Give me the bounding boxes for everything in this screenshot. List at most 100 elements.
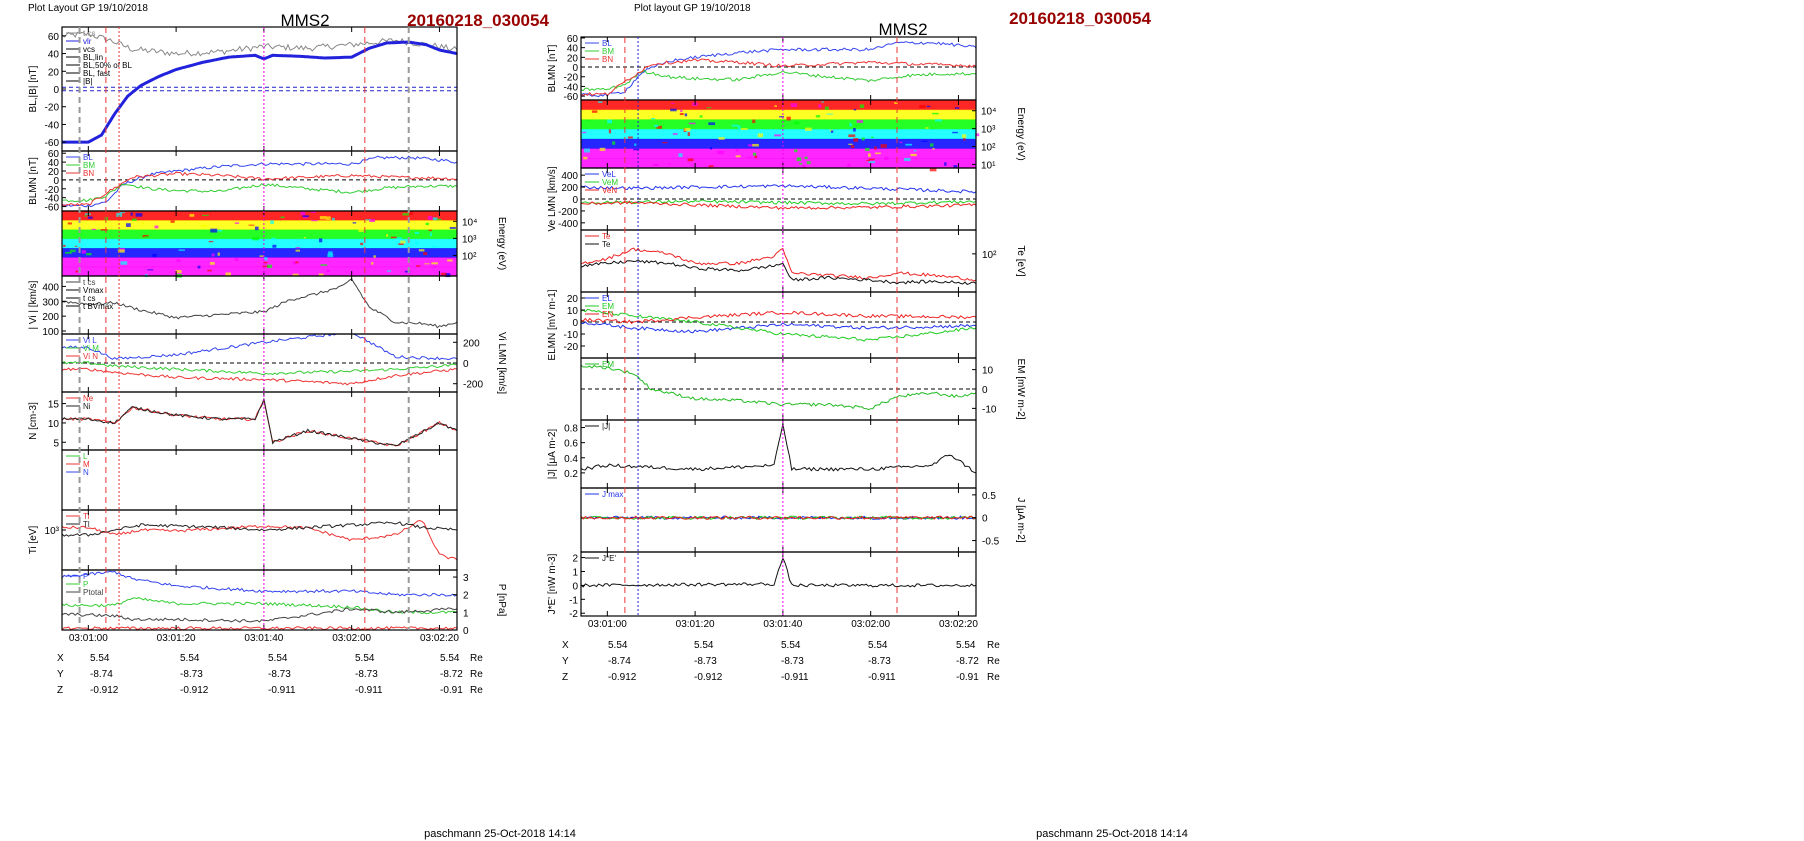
- series-line: [61, 570, 458, 597]
- panel-frame: [580, 419, 977, 489]
- y-axis-label: P [nPa]: [496, 584, 507, 617]
- y-tick-label: 10: [48, 419, 60, 430]
- ephemeris-value: -8.73: [268, 669, 291, 680]
- y-axis-label: Te [eV]: [1015, 245, 1026, 276]
- y-tick-label: 0.4: [564, 454, 578, 465]
- legend-label: BL, fast: [83, 69, 111, 78]
- spectrogram-cell: [154, 225, 159, 229]
- y-tick-label: -400: [558, 219, 578, 230]
- spectrogram-band: [62, 220, 457, 231]
- spectrogram-cell: [880, 144, 887, 148]
- spectrogram-cell: [961, 134, 967, 138]
- legend-label: Ti: [83, 512, 90, 521]
- y-tick-label: 0: [463, 626, 469, 637]
- ephemeris-value: 5.54: [355, 653, 375, 664]
- y-tick-label: 200: [561, 183, 578, 194]
- y-tick-label: 5: [53, 438, 59, 449]
- y-tick-label: -60: [45, 203, 60, 214]
- series-line: [61, 607, 458, 623]
- ephemeris-row-name: Z: [562, 672, 568, 683]
- spectrogram-cell: [794, 149, 798, 153]
- spectrogram-cell: [583, 148, 591, 153]
- series-line: [580, 321, 977, 334]
- ephemeris-value: 5.54: [781, 640, 801, 651]
- spectrogram-cell: [352, 222, 357, 224]
- spectrogram-cell: [311, 211, 316, 213]
- spectrogram-cell: [423, 252, 428, 256]
- spectrogram-cell: [91, 228, 97, 231]
- ephemeris-value: -0.911: [268, 685, 296, 696]
- spectrogram-cell: [854, 125, 859, 127]
- legend-label: EM: [602, 302, 614, 311]
- y-tick-label: 10²: [462, 251, 477, 262]
- spectrogram-cell: [774, 134, 782, 137]
- ephemeris-value: 5.54: [180, 653, 200, 664]
- y-axis-label: J [μA m-2]: [1015, 497, 1026, 542]
- spectrogram-cell: [295, 261, 299, 264]
- panel: -10 0 10 EM EM [mW m-2]: [580, 357, 1026, 421]
- spectrogram-cell: [826, 113, 833, 115]
- y-tick-label: 0: [982, 514, 988, 525]
- spectrogram-cell: [608, 129, 612, 134]
- y-tick-label: 40: [567, 44, 579, 55]
- y-axis-label: Ve LMN [km/s]: [547, 166, 558, 231]
- spectrogram-cell: [866, 160, 871, 162]
- spectrogram-cell: [67, 222, 73, 225]
- y-tick-label: -20: [45, 103, 60, 114]
- x-tick-label: 03:01:00: [588, 619, 627, 630]
- series-line: [61, 171, 458, 207]
- spectrogram-cell: [86, 252, 92, 256]
- ephemeris-unit: Re: [470, 669, 483, 680]
- y-tick-label: 0: [572, 63, 578, 74]
- spectrogram-cell: [430, 266, 437, 268]
- spectrogram-cell: [207, 269, 212, 272]
- spectrogram-cell: [432, 217, 438, 221]
- spectrogram-cell: [373, 255, 376, 258]
- spectrogram-cell: [952, 131, 958, 134]
- spectrogram-cell: [255, 226, 259, 231]
- spectrogram-cell: [216, 229, 223, 232]
- spectrogram-cell: [633, 148, 640, 151]
- ephemeris-value: -8.73: [355, 669, 378, 680]
- spectrogram-cell: [319, 216, 327, 220]
- series-line: [61, 333, 458, 361]
- ephemeris-value: 5.54: [268, 653, 288, 664]
- spectrogram-cell: [884, 156, 889, 160]
- spectrogram-band: [62, 248, 457, 258]
- spectrogram-cell: [197, 265, 201, 269]
- spectrogram-cell: [280, 216, 285, 219]
- spectrogram-cell: [894, 102, 898, 105]
- spectrogram-cell: [295, 249, 300, 252]
- spectrogram-cell: [735, 148, 739, 152]
- spectrogram-cell: [87, 216, 93, 219]
- spectrogram-cell: [868, 158, 875, 161]
- spectrogram-cell: [69, 249, 76, 253]
- panel: 200 0 -200 Vi LVi MVi N Vi LMN [km/s]: [61, 332, 507, 394]
- spectrogram-cell: [926, 105, 931, 108]
- spectrogram-cell: [740, 128, 748, 131]
- y-tick-label: 10²: [982, 250, 997, 261]
- spectrogram-cell: [955, 107, 960, 109]
- spectrogram-cell: [735, 155, 741, 158]
- spectrogram-cell: [142, 222, 145, 225]
- spectrogram-cell: [428, 229, 433, 232]
- ephemeris-unit: Re: [470, 653, 483, 664]
- spectrogram-cell: [64, 251, 72, 254]
- spectrogram-cell: [687, 132, 691, 137]
- y-axis-label: BLMN [nT]: [547, 44, 558, 92]
- spectrogram-band: [62, 229, 457, 240]
- spectrogram-cell: [259, 255, 265, 257]
- y-tick-label: 0.6: [564, 439, 578, 450]
- spectrogram-cell: [332, 217, 335, 221]
- y-tick-label: 3: [463, 573, 469, 584]
- spectrogram-cell: [327, 253, 334, 258]
- y-tick-label: 0: [53, 85, 59, 96]
- ephemeris-value: 5.54: [956, 640, 976, 651]
- y-tick-label: -10: [982, 404, 997, 415]
- legend-label: vcs: [83, 45, 95, 54]
- panel-frame: [61, 150, 458, 212]
- spectrogram-cell: [234, 257, 239, 261]
- panel-frame: [580, 551, 977, 617]
